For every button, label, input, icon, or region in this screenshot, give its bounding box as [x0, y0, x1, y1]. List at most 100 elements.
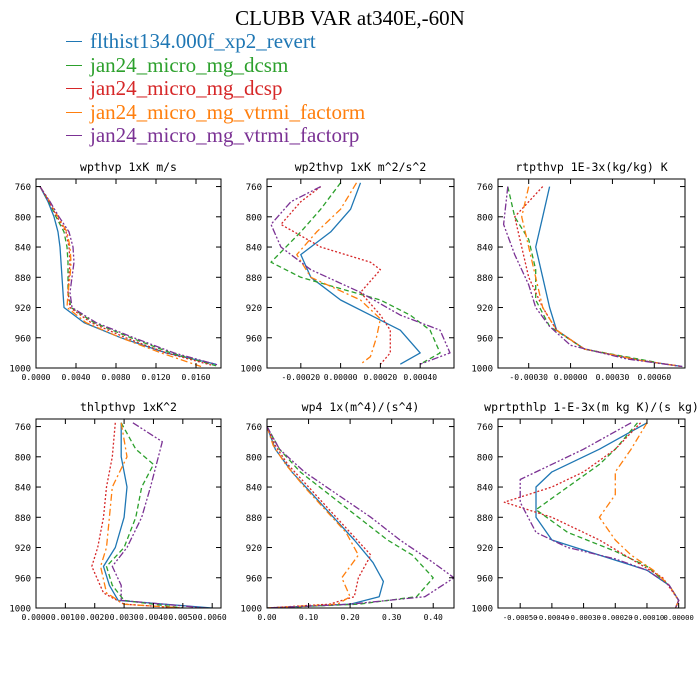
series-line: [270, 186, 451, 365]
series-line: [598, 422, 680, 608]
series-line: [39, 186, 217, 365]
legend-item: jan24_micro_mg_vtrmi_factorm: [66, 100, 365, 125]
y-tick-label: 800: [15, 213, 31, 223]
legend: flthist134.000f_xp2_revert jan24_micro_m…: [66, 29, 365, 148]
series-line: [535, 422, 680, 608]
y-tick-label: 1000: [240, 365, 262, 375]
x-tick-label: 0.0160: [182, 373, 211, 382]
legend-swatch: [66, 111, 82, 113]
legend-label: jan24_micro_mg_dcsm: [90, 52, 289, 77]
y-tick-label: 880: [15, 274, 31, 284]
y-tick-label: 760: [246, 423, 262, 433]
series-group: [270, 182, 451, 365]
series-line: [39, 186, 212, 366]
y-tick-label: 800: [15, 453, 31, 463]
x-tick-label: -0.00050: [503, 613, 538, 622]
y-tick-label: 960: [246, 334, 262, 344]
legend-swatch: [66, 64, 82, 66]
chart-title: wprtpthlp 1-E-3x(m kg K)/(s kg): [484, 400, 699, 414]
plot-frame: [35, 178, 222, 369]
series-line: [521, 186, 683, 368]
y-tick-label: 960: [15, 334, 31, 344]
series-line: [111, 422, 207, 608]
series-line: [280, 186, 391, 365]
series-line: [267, 426, 385, 608]
legend-swatch: [66, 135, 82, 137]
series-group: [503, 422, 680, 608]
series-line: [296, 182, 382, 365]
y-tick-label: 760: [477, 423, 493, 433]
series-line: [514, 186, 683, 368]
series-group: [39, 186, 219, 368]
x-tick-label: -0.00010: [630, 613, 665, 622]
y-tick-label: 1000: [471, 365, 493, 375]
x-tick-label: -0.00030: [509, 373, 548, 382]
series-line: [105, 422, 183, 608]
x-tick-label: 0.00020: [364, 373, 398, 382]
y-tick-label: 1000: [471, 605, 493, 615]
y-tick-label: 840: [477, 484, 493, 494]
x-tick-label: 0.0120: [142, 373, 171, 382]
legend-item: jan24_micro_mg_dcsm: [66, 52, 365, 78]
series-line: [267, 426, 360, 608]
y-tick-label: 760: [246, 183, 262, 193]
y-tick-label: 1000: [9, 605, 31, 615]
y-tick-label: 840: [246, 484, 262, 494]
legend-label: jan24_micro_mg_dcsp: [90, 76, 283, 100]
x-tick-label: 0.00000: [324, 373, 358, 382]
x-tick-label: 0.10: [299, 613, 318, 622]
y-tick-label: 920: [477, 544, 493, 554]
plot-frame: [497, 178, 686, 369]
y-tick-label: 760: [15, 183, 31, 193]
y-tick-label: 920: [15, 304, 31, 314]
y-tick-label: 760: [477, 183, 493, 193]
series-line: [267, 426, 372, 608]
y-tick-label: 960: [246, 574, 262, 584]
x-tick-label: 0.0040: [62, 373, 91, 382]
y-tick-label: 920: [477, 304, 493, 314]
chart-title: rtpthvp 1E-3x(kg/kg) K: [515, 160, 667, 174]
series-line: [39, 186, 219, 366]
x-tick-label: 0.20: [340, 613, 359, 622]
y-tick-label: 1000: [240, 605, 262, 615]
y-tick-label: 880: [477, 514, 493, 524]
legend-label: flthist134.000f_xp2_revert: [90, 29, 316, 53]
figure-title: CLUBB VAR at340E,-60N: [235, 6, 465, 30]
series-line: [270, 182, 441, 365]
series-line: [535, 422, 680, 608]
legend-swatch: [66, 41, 82, 43]
legend-item: jan24_micro_mg_dcsp: [66, 76, 365, 101]
y-tick-label: 960: [477, 334, 493, 344]
series-line: [300, 182, 421, 365]
series-line: [502, 186, 683, 368]
x-tick-label: -0.00020: [598, 613, 633, 622]
chart-title: wp2thvp 1xK m^2/s^2: [295, 160, 427, 174]
x-tick-label: 0.0030: [110, 613, 139, 622]
chart-title: wpthvp 1xK m/s: [80, 160, 177, 174]
chart-panel: thlpthvp 1xK^276080084088092096010000.00…: [9, 400, 227, 622]
chart-panel: wprtpthlp 1-E-3x(m kg K)/(s kg) 760 800 840…: [471, 400, 699, 622]
legend-item: jan24_micro_mg_vtrmi_factorp: [66, 123, 365, 148]
x-tick-label: 0.00030: [596, 373, 630, 382]
x-tick-label: 0.00040: [403, 373, 437, 382]
y-tick-label: 960: [15, 574, 31, 584]
plot-frame: [266, 178, 455, 369]
x-tick-label: 0.00000: [554, 373, 588, 382]
chart-panel: wpthvp 1xK m/s76080084088092096010000.00…: [9, 160, 222, 382]
series-line: [39, 186, 202, 368]
series-group: [91, 422, 213, 608]
y-tick-label: 920: [15, 544, 31, 554]
x-tick-label: 0.00: [257, 613, 276, 622]
series-line: [39, 186, 217, 367]
y-tick-label: 1000: [9, 365, 31, 375]
x-tick-label: 0.00060: [637, 373, 671, 382]
x-tick-label: 0.0050: [168, 613, 197, 622]
x-tick-label: 0.0000: [22, 373, 51, 382]
x-tick-label: -0.00020: [282, 373, 321, 382]
x-tick-label: -0.00040: [535, 613, 570, 622]
plot-frame: [35, 418, 222, 609]
x-tick-label: 0.00000: [664, 613, 694, 622]
plot-frame: [266, 418, 455, 609]
x-tick-label: 0.40: [424, 613, 443, 622]
